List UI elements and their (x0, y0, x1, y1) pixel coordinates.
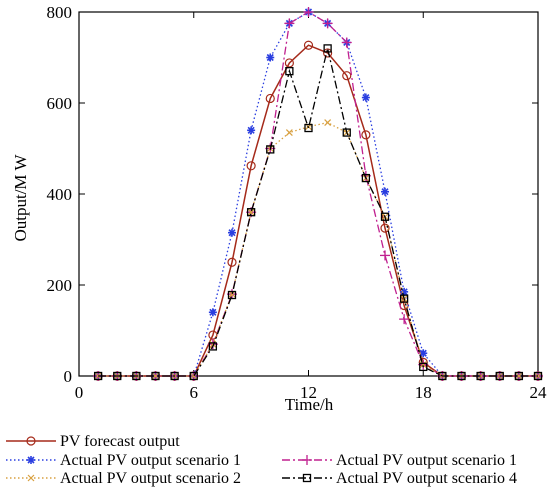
data-point (151, 371, 160, 381)
data-point (208, 330, 218, 340)
data-point (266, 53, 275, 62)
data-point (457, 371, 466, 381)
legend-marker (27, 474, 35, 482)
data-point (284, 58, 294, 68)
legend-label: Actual PV output scenario 1 (60, 452, 241, 469)
data-point (323, 44, 332, 53)
plot-area (93, 7, 543, 381)
data-point (324, 119, 332, 126)
legend-item-4: Actual PV output scenario 2 (6, 470, 241, 487)
data-point (285, 67, 294, 76)
data-point (399, 314, 410, 325)
x-tick-label: 24 (530, 383, 548, 402)
data-point (246, 161, 256, 171)
data-point (533, 371, 543, 381)
data-point (514, 371, 524, 381)
data-point (380, 212, 390, 221)
data-point (477, 372, 485, 380)
y-tick-label: 600 (47, 94, 73, 113)
data-point (341, 37, 352, 48)
data-point (152, 372, 159, 380)
y-tick-label: 0 (64, 367, 73, 386)
series-line-2 (98, 11, 538, 377)
data-point (208, 308, 217, 317)
data-point (399, 294, 409, 303)
data-point (419, 362, 428, 372)
data-point (380, 223, 390, 233)
data-point (323, 48, 333, 58)
series-4 (94, 119, 542, 380)
data-point (476, 371, 485, 381)
legend-marker (26, 436, 36, 446)
data-point (189, 371, 198, 381)
y-tick-label: 400 (47, 185, 73, 204)
data-point (381, 187, 389, 196)
plot-frame (78, 11, 539, 377)
data-point (247, 208, 255, 216)
series-line-3 (98, 11, 538, 377)
data-point (495, 371, 504, 381)
data-point (208, 342, 218, 351)
legend-label: Actual PV output scenario 2 (60, 470, 241, 487)
data-point (266, 145, 275, 154)
series-line-4 (98, 121, 538, 377)
legend-marker (302, 473, 312, 483)
legend-marker (27, 456, 35, 464)
data-point (303, 40, 314, 50)
data-point (228, 228, 236, 237)
data-point (227, 290, 237, 300)
x-tick-label: 0 (75, 383, 84, 402)
data-point (515, 372, 523, 380)
data-point (265, 93, 275, 104)
data-point (438, 371, 447, 381)
data-point (304, 123, 313, 133)
data-point (419, 361, 427, 369)
data-point (247, 126, 256, 135)
legend-item-5: Actual PV output scenario 4 (282, 470, 517, 487)
data-point (284, 18, 295, 29)
series-5 (93, 44, 543, 381)
x-tick-label: 6 (190, 383, 199, 402)
x-tick-label: 18 (415, 383, 432, 402)
data-point (322, 18, 333, 29)
legend: PV forecast output Actual PV output scena… (6, 433, 517, 487)
series-1 (93, 40, 543, 381)
data-point (170, 371, 179, 381)
legend-item-1: PV forecast output (6, 433, 180, 450)
y-tick-label: 200 (47, 276, 73, 295)
legend-item-2: Actual PV output scenario 1 (6, 452, 241, 469)
y-tick-label: 800 (47, 3, 73, 22)
x-tick-label: 12 (300, 383, 317, 402)
data-point (361, 93, 370, 102)
data-point (342, 71, 352, 81)
legend-label: Actual PV output scenario 4 (336, 470, 517, 487)
series-2 (94, 8, 542, 380)
legend-label: Actual PV output scenario 1 (336, 452, 517, 469)
data-point (227, 257, 237, 267)
data-point (303, 7, 314, 17)
data-point (93, 371, 103, 381)
data-point (342, 128, 351, 137)
x-axis-title: Time/h (285, 395, 334, 414)
axes: 0 6 12 18 24 0 200 400 600 800 (47, 3, 548, 402)
data-point (113, 371, 122, 381)
data-point (361, 130, 371, 140)
legend-label: PV forecast output (60, 433, 180, 450)
y-axis-title: Output/M W (11, 154, 30, 242)
data-point (361, 173, 371, 183)
legend-marker (302, 455, 312, 465)
series-line-5 (98, 48, 538, 377)
data-point (132, 371, 141, 381)
data-point (419, 349, 428, 358)
data-point (380, 250, 390, 261)
series-line-1 (98, 44, 538, 377)
series-3 (93, 7, 543, 381)
legend-item-3: Actual PV output scenario 1 (282, 452, 517, 469)
data-point (246, 208, 256, 217)
data-point (285, 129, 293, 136)
